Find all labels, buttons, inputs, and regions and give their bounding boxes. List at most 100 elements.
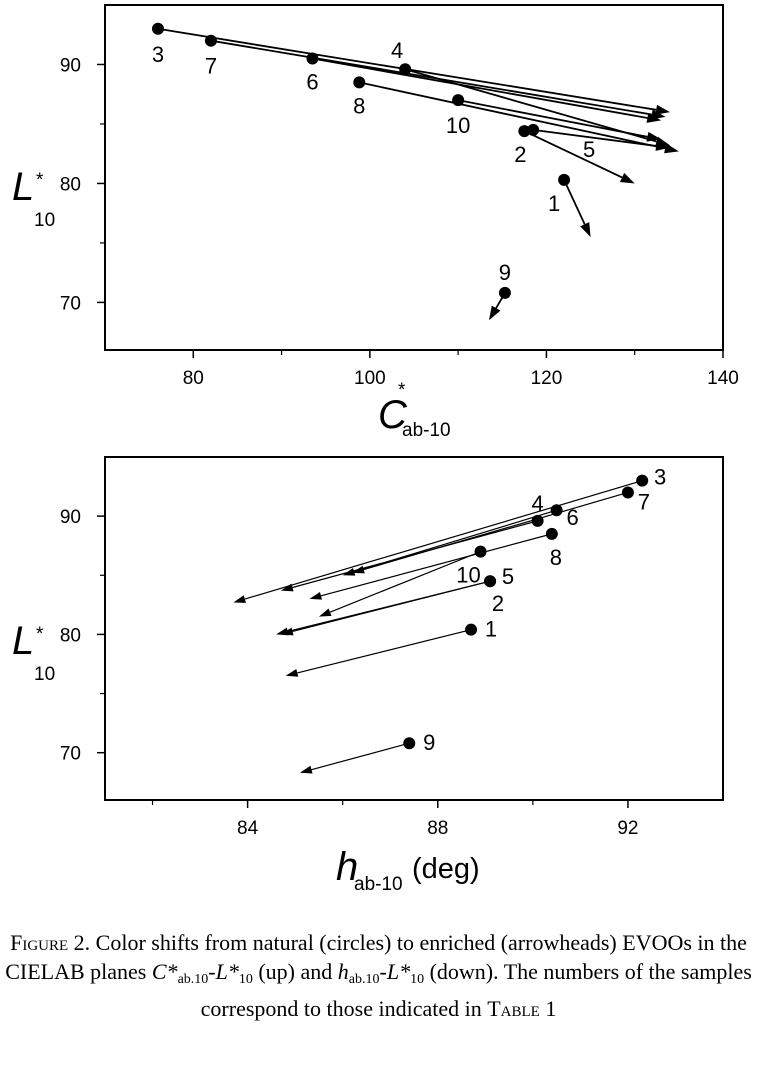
caption-sub-ab-2: ab.10: [348, 972, 380, 987]
bottom-point-8: [545, 527, 558, 540]
top-x-axis-title: C * ab-10: [378, 380, 451, 440]
top-point-label-4: 4: [391, 38, 403, 63]
top-shift-arrow-7: [210, 39, 652, 116]
bottom-point-label-10: 10: [456, 563, 480, 588]
bottom-y-label-sup: *: [36, 624, 44, 645]
top-point-1: [558, 173, 571, 186]
top-point-10: [452, 94, 465, 107]
bottom-x-tick-label: 88: [427, 818, 448, 839]
top-x-label-sup: *: [398, 380, 406, 401]
bottom-plot-frame: [104, 456, 724, 801]
caption-h: h: [337, 959, 349, 984]
bottom-shift-arrow-7: [363, 491, 629, 571]
top-point-3: [151, 22, 164, 35]
bottom-point-1: [465, 623, 478, 636]
bottom-point-7: [621, 486, 634, 499]
chart-bottom: 84 88 92 70 80 90 12 3 4 5 6 7 8 9 10 L * 10 h ab-10 (…: [12, 456, 724, 895]
caption-sub-10: 10: [238, 972, 253, 987]
top-point-label-7: 7: [205, 54, 217, 79]
bottom-y-tick-label: 80: [60, 625, 81, 646]
caption-text-1: Color shifts from natural (circles) to e…: [5, 930, 747, 984]
top-arrowhead-8: [664, 143, 679, 154]
top-point-8: [353, 76, 366, 89]
top-shift-arrow-2: [523, 130, 623, 179]
top-x-tick-label: 120: [531, 368, 563, 389]
top-point-label-9: 9: [499, 260, 511, 285]
top-y-label-sub: 10: [34, 210, 55, 231]
caption-text-up: (up) and: [252, 959, 338, 984]
top-point-2: [518, 125, 531, 138]
bottom-shift-arrow-8: [320, 533, 553, 597]
bottom-arrowhead-3: [233, 595, 246, 603]
top-x-tick-label: 140: [707, 368, 739, 389]
caption-l-star: L*: [215, 959, 239, 984]
top-x-label-sub: ab-10: [402, 420, 451, 440]
bottom-point-label-8: 8: [550, 545, 562, 570]
top-x-tick-label: 80: [183, 368, 204, 389]
top-arrowhead-9: [489, 305, 501, 321]
top-point-label-1: 1: [548, 191, 560, 216]
caption-figure-label: Figure 2.: [10, 930, 91, 955]
bottom-y-axis-title: L * 10: [12, 619, 55, 685]
top-point-5: [527, 123, 540, 136]
top-arrowhead-10: [646, 131, 662, 142]
bottom-point-6: [550, 504, 563, 517]
bottom-x-tick-label: 84: [237, 818, 259, 839]
top-point-label-5: 5: [583, 137, 595, 162]
top-shift-arrow-8: [359, 81, 666, 150]
top-y-label-sup: *: [36, 170, 44, 191]
bottom-arrowhead-4: [280, 583, 294, 592]
bottom-arrowhead-9: [299, 765, 313, 774]
figure-caption: Figure 2. Color shifts from natural (cir…: [0, 928, 757, 1023]
top-shift-arrow-5: [533, 129, 657, 147]
bottom-point-10: [474, 545, 487, 558]
bottom-arrowhead-6: [342, 567, 356, 576]
bottom-shift-arrow-10: [329, 551, 481, 613]
bottom-y-tick-label: 90: [60, 507, 81, 528]
top-y-label-main: L: [12, 165, 34, 209]
bottom-y-label-sub: 10: [34, 664, 55, 685]
top-arrowhead-2: [619, 172, 635, 184]
bottom-point-label-7: 7: [638, 489, 650, 514]
top-shift-arrow-10: [457, 99, 648, 138]
caption-text-down: (down). The numbers of the samples corre…: [200, 959, 752, 1021]
top-plot-frame: [104, 4, 724, 351]
bottom-point-label-1: 1: [485, 617, 497, 642]
bottom-point-label-9: 9: [423, 730, 435, 755]
top-shift-arrow-6: [312, 57, 648, 119]
caption-l-star-2: L*: [386, 959, 411, 984]
top-point-label-10: 10: [446, 113, 470, 138]
top-y-tick-label: 90: [60, 55, 81, 76]
bottom-point-5: [484, 575, 497, 588]
bottom-arrowhead-8: [309, 591, 323, 600]
bottom-arrowhead-1: [285, 669, 299, 677]
top-arrowhead-1: [580, 222, 591, 237]
top-x-label-main: C: [378, 393, 408, 437]
bottom-shift-arrow-6: [353, 509, 557, 573]
top-point-label-6: 6: [306, 70, 318, 95]
top-shift-arrow-4: [404, 68, 657, 143]
top-arrowhead-3: [655, 104, 671, 115]
top-point-label-8: 8: [353, 93, 365, 118]
bottom-shift-arrow-1: [297, 629, 472, 674]
top-point-label-3: 3: [152, 42, 164, 67]
caption-dash: -: [208, 959, 216, 984]
top-shift-arrow-1: [563, 179, 586, 225]
bottom-y-tick-label: 70: [60, 744, 81, 765]
bottom-x-axis-title: h ab-10 (deg): [336, 845, 480, 895]
bottom-point-label-6: 6: [566, 505, 578, 530]
bottom-arrowhead-7: [352, 565, 365, 574]
bottom-x-label-sub: ab-10: [354, 874, 403, 895]
top-point-label-2: 2: [514, 142, 526, 167]
bottom-x-label-unit: (deg): [412, 853, 480, 885]
bottom-x-tick-label: 92: [617, 818, 638, 839]
bottom-shift-arrow-3: [244, 480, 643, 600]
bottom-shift-arrow-9: [311, 742, 410, 771]
bottom-arrowhead-5: [280, 627, 294, 636]
chart-top: 80 100 120 140 70 80 90 12 3 4 5 6 7 8 9 10 L * 10 C * …: [12, 4, 739, 440]
top-x-tick-label: 100: [354, 368, 386, 389]
bottom-point-label-2: 2: [492, 591, 504, 616]
top-point-9: [498, 286, 511, 299]
caption-dash-2: -: [379, 959, 387, 984]
caption-sub-ab: ab.10: [177, 972, 209, 987]
